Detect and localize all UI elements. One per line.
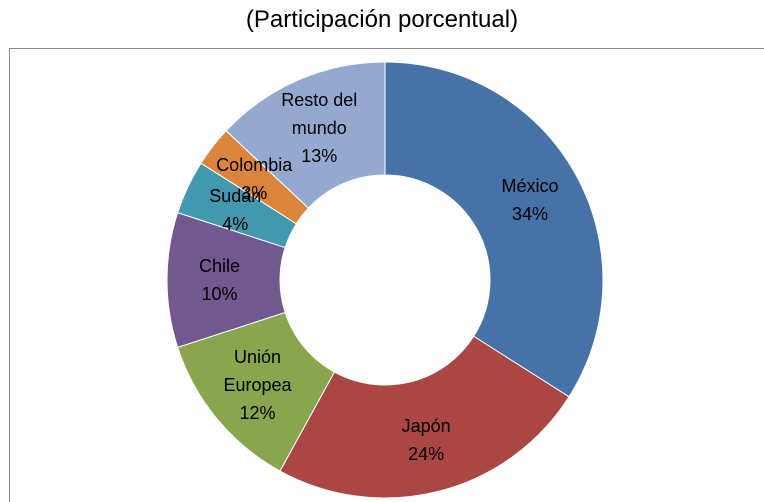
data-label-value: 34% [512, 204, 549, 225]
data-label: Sudán 4% [180, 182, 290, 238]
data-label-value: 10% [201, 284, 238, 304]
data-label-value: 13% [301, 146, 338, 167]
data-label: Unión Europea 12% [202, 343, 312, 427]
data-label-name: México [501, 176, 559, 197]
data-label: Resto del mundo 13% [264, 86, 374, 170]
data-label: Colombia 3% [199, 151, 309, 207]
data-label-value: 4% [222, 213, 249, 234]
donut-segment [225, 61, 386, 209]
data-label: México 34% [475, 172, 585, 228]
data-label-name: Chile [198, 256, 241, 276]
data-label-name: Resto del mundo [281, 90, 358, 139]
data-label-name: Sudán [209, 185, 262, 206]
data-label-name: Japón [401, 416, 451, 437]
donut-segment [384, 61, 604, 398]
donut-segment [279, 335, 570, 499]
data-label-value: 3% [241, 182, 268, 203]
data-label-name: Colombia [216, 154, 293, 175]
data-label-value: 24% [408, 444, 445, 465]
chart-title: (Participación porcentual) [245, 6, 519, 33]
data-label: Chile 10% [165, 252, 275, 308]
data-label-name: Unión Europea [223, 347, 292, 396]
data-label: Japón 24% [371, 412, 481, 468]
data-label-value: 12% [239, 403, 276, 424]
